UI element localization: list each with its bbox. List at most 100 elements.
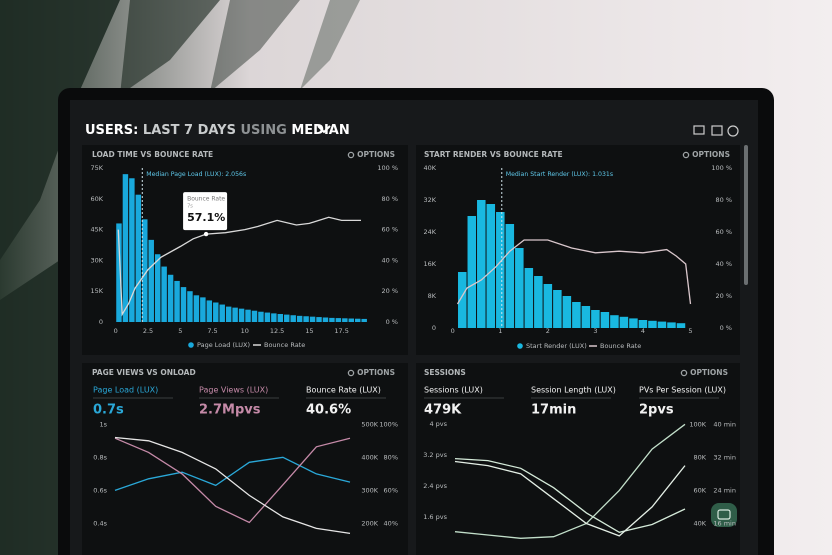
y-tick-label: 0 — [432, 324, 436, 332]
image-icon[interactable] — [711, 125, 723, 136]
y2-tick-label: 100K — [689, 420, 706, 428]
histogram-bar — [180, 287, 187, 322]
y2-tick-label: 500K — [361, 420, 378, 428]
line-series — [117, 216, 361, 317]
options-icon — [347, 151, 355, 159]
scrollbar[interactable] — [744, 145, 748, 285]
histogram-bar — [619, 316, 629, 328]
histogram-bar — [458, 272, 467, 328]
options-button[interactable]: OPTIONS — [357, 368, 395, 377]
header-part: USING — [241, 123, 287, 138]
y-tick-label: 60K — [90, 195, 103, 203]
histogram-bar — [277, 313, 284, 322]
y3-tick-label: 60% — [384, 486, 398, 494]
histogram-bar — [496, 212, 505, 328]
tooltip-x: 7s — [187, 204, 193, 210]
metric-label: PVs Per Session (LUX) — [639, 386, 726, 395]
header-part: MEDIAN — [291, 123, 349, 138]
histogram-bar — [245, 309, 251, 322]
y-tick-label: 15K — [90, 287, 103, 295]
y2-tick-label: 20 % — [715, 292, 732, 300]
legend-label: Page Load (LUX) — [197, 341, 250, 349]
y2-tick-label: 0 % — [386, 318, 398, 326]
metric-value: 17min — [531, 403, 576, 418]
x-tick-label: 1 — [498, 327, 502, 335]
histogram-bar — [348, 318, 355, 322]
histogram-bar — [600, 312, 610, 328]
options-button[interactable]: OPTIONS — [690, 368, 728, 377]
chat-button[interactable] — [711, 503, 737, 527]
histogram-bar — [258, 311, 264, 322]
panel-title: START RENDER VS BOUNCE RATE — [424, 150, 563, 159]
histogram-bar — [629, 318, 638, 328]
y-tick-label: 1s — [99, 420, 107, 428]
histogram-bar — [477, 200, 486, 328]
metric-value: 0.7s — [93, 403, 124, 418]
histogram-bar — [284, 314, 290, 322]
options-button[interactable]: OPTIONS — [357, 150, 395, 159]
y2-tick-label: 300K — [361, 486, 378, 494]
histogram-bar — [515, 248, 524, 328]
legend-marker — [517, 343, 523, 349]
y3-tick-label: 40 min — [713, 420, 736, 428]
x-tick-label: 2 — [546, 327, 550, 335]
metric-value: 2.7Mpvs — [199, 403, 261, 418]
dropdown-chevron[interactable] — [317, 125, 331, 134]
x-tick-label: 5 — [688, 327, 692, 335]
panel — [82, 363, 408, 555]
options-icon — [347, 369, 355, 377]
histogram-bar — [648, 320, 657, 328]
metric-label: Session Length (LUX) — [531, 386, 616, 395]
histogram-bar — [329, 317, 335, 322]
histogram-bar — [361, 318, 367, 322]
tooltip — [183, 192, 228, 231]
histogram-bar — [161, 266, 167, 322]
y2-tick-label: 80 % — [381, 195, 398, 203]
histogram-bar — [342, 318, 348, 322]
y-tick-label: 16K — [423, 260, 436, 268]
legend-label: Start Render (LUX) — [526, 342, 587, 350]
y3-tick-label: 100% — [379, 420, 398, 428]
histogram-bar — [581, 306, 591, 328]
y2-tick-label: 80K — [693, 453, 706, 461]
y-tick-label: 32K — [423, 196, 436, 204]
median-label: Median Page Load (LUX): 2.056s — [146, 171, 246, 178]
y-tick-label: 0.6s — [93, 486, 107, 494]
header-part: LAST 7 DAYS — [143, 123, 236, 138]
metric-label: Page Load (LUX) — [93, 386, 158, 395]
x-tick-label: 0 — [451, 327, 455, 335]
histogram-bar — [135, 194, 142, 322]
histogram-bar — [232, 307, 238, 322]
chat-icon — [717, 509, 731, 520]
tooltip-point — [203, 231, 209, 237]
y-tick-label: 40K — [423, 164, 436, 172]
histogram-bar — [562, 296, 572, 328]
histogram-bar — [316, 317, 322, 322]
options-button[interactable]: OPTIONS — [692, 150, 730, 159]
y2-tick-label: 100 % — [711, 164, 732, 172]
histogram-bar — [355, 318, 361, 322]
y-tick-label: 8K — [428, 292, 437, 300]
monitor-icon[interactable] — [693, 125, 705, 135]
help-icon[interactable] — [727, 125, 739, 137]
histogram-bar — [142, 219, 148, 322]
histogram-bar — [213, 302, 219, 322]
y-tick-label: 3.2 pvs — [423, 451, 447, 459]
panel-title: LOAD TIME VS BOUNCE RATE — [92, 150, 213, 159]
y3-tick-label: 40% — [384, 519, 398, 527]
metric-value: 40.6% — [306, 403, 351, 418]
histogram-bar — [572, 302, 581, 328]
y-tick-label: 1.6 pvs — [423, 513, 447, 521]
histogram-bar — [610, 315, 619, 328]
median-label: Median Start Render (LUX): 1.031s — [506, 171, 613, 178]
metric-value: 2pvs — [639, 403, 674, 418]
histogram-bar — [225, 306, 232, 322]
options-icon — [680, 369, 688, 377]
y2-tick-label: 40 % — [381, 256, 398, 264]
histogram-bar — [303, 316, 309, 322]
y3-tick-label: 16 min — [713, 519, 736, 527]
metric-label: Bounce Rate (LUX) — [306, 386, 381, 395]
x-tick-label: 17.5 — [334, 327, 348, 335]
panel-title: PAGE VIEWS VS ONLOAD — [92, 368, 196, 377]
y2-tick-label: 80 % — [715, 196, 732, 204]
